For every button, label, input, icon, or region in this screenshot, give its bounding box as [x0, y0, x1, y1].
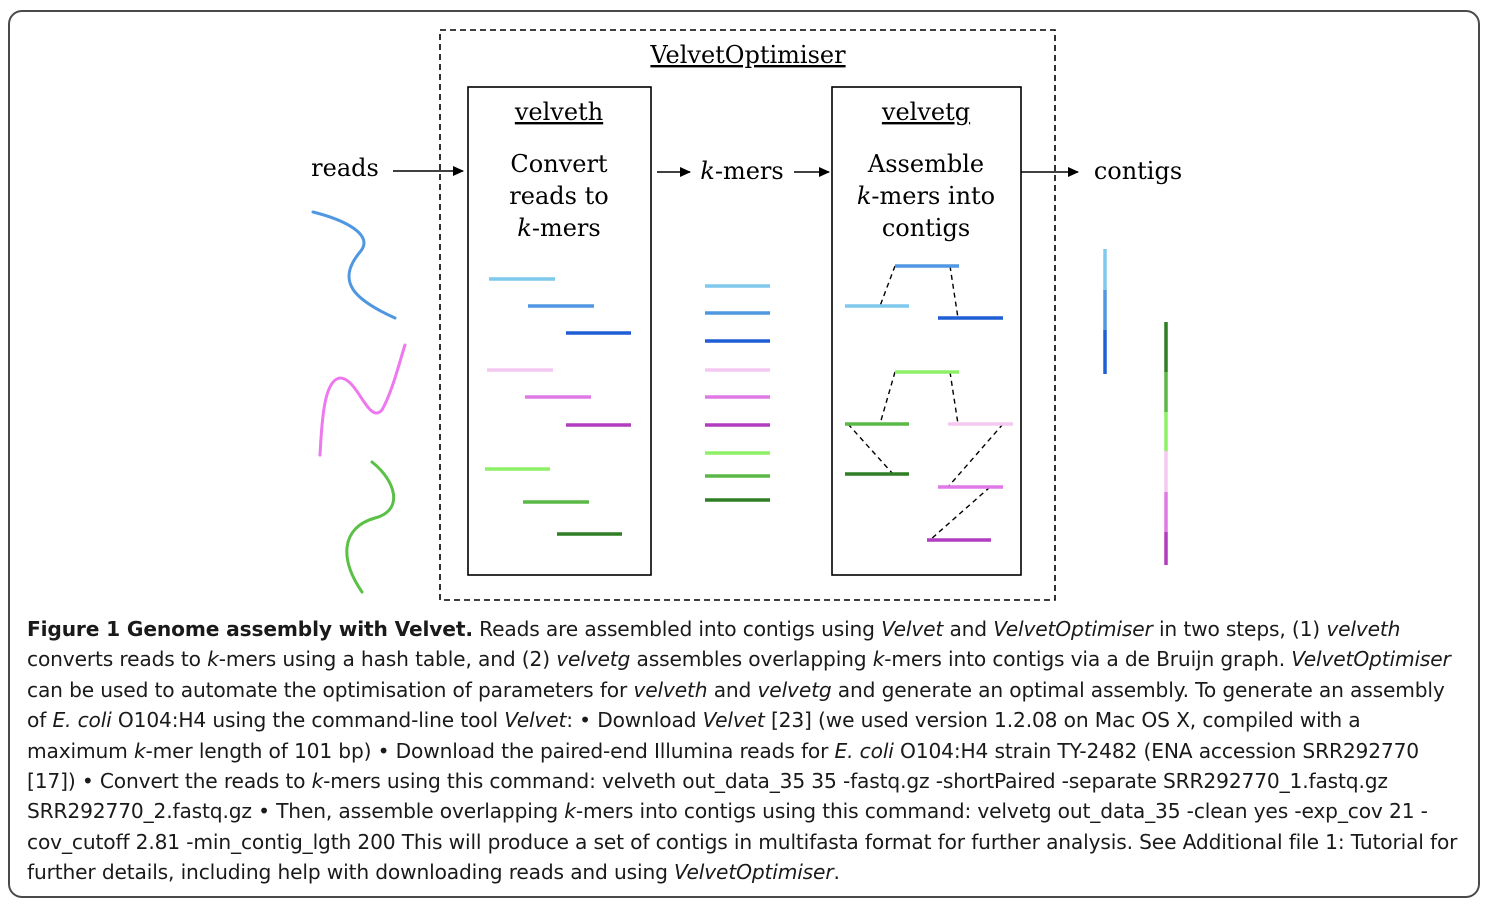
- graph-edge: [947, 423, 1004, 488]
- velvetg-title: velvetg: [881, 98, 970, 126]
- read-curve-green: [345, 460, 396, 594]
- velvetg-box: [831, 86, 1022, 576]
- velvetoptimiser-box: [439, 29, 1056, 601]
- figure-caption: Figure 1 Genome assembly with Velvet. Re…: [27, 617, 1458, 885]
- velveth-desc-line1: Convert: [510, 150, 608, 178]
- contigs-label: contigs: [1094, 157, 1182, 185]
- graph-edge: [879, 265, 896, 307]
- reads-label: reads: [311, 154, 379, 182]
- graph-edge: [879, 371, 896, 425]
- kmers-label: k-mers: [700, 157, 783, 185]
- read-curve-blue: [311, 210, 397, 320]
- figure-label: Figure 1 Genome assembly with Velvet.: [27, 617, 473, 641]
- velveth-box: [467, 86, 652, 576]
- velvetg-desc-line1: Assemble: [867, 150, 984, 178]
- velvetoptimiser-title: VelvetOptimiser: [649, 41, 846, 69]
- graph-edge: [929, 486, 991, 541]
- velvetg-desc-line3: contigs: [882, 214, 970, 242]
- velveth-desc-line3: k-mers: [517, 214, 600, 242]
- velveth-title: velveth: [514, 98, 603, 126]
- graph-edge: [949, 265, 959, 319]
- velveth-desc-line2: reads to: [509, 182, 608, 210]
- graph-edge: [949, 371, 959, 425]
- graph-edge: [847, 423, 894, 475]
- read-curve-pink: [318, 343, 407, 457]
- velvetg-desc-line2: k-mers into: [857, 182, 995, 210]
- velvet-diagram: VelvetOptimiser velveth Convert reads to…: [311, 29, 1182, 601]
